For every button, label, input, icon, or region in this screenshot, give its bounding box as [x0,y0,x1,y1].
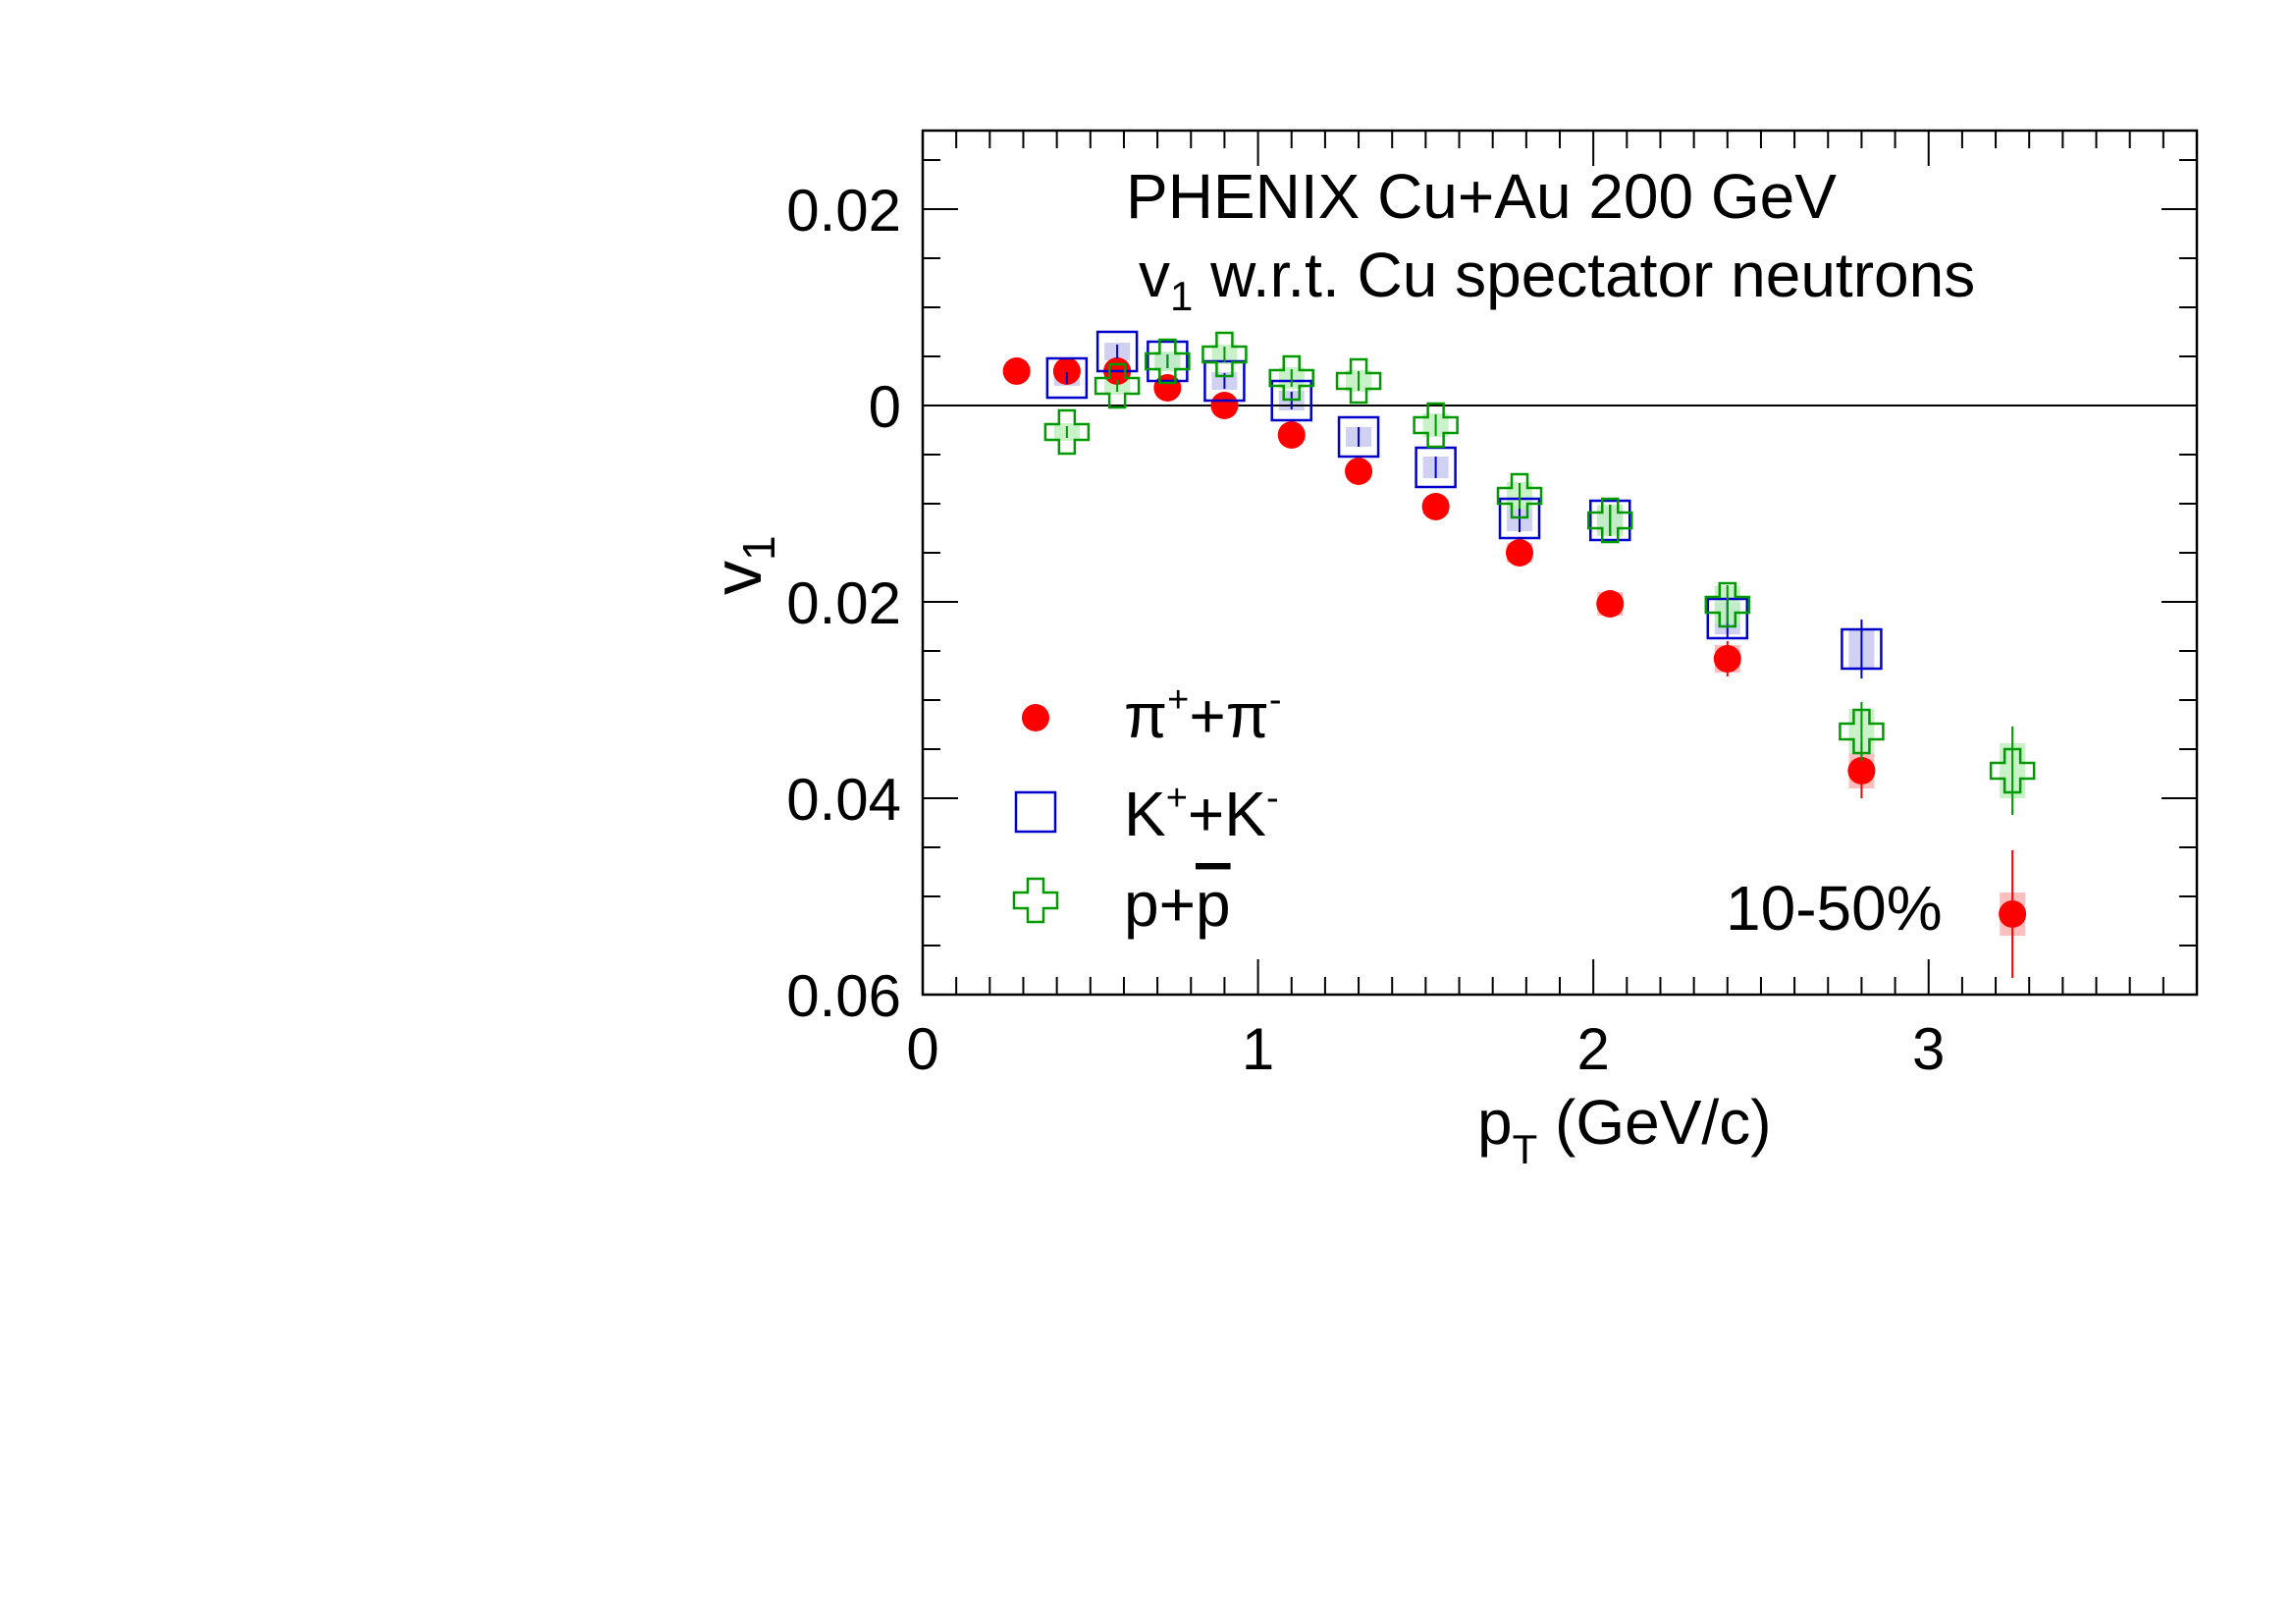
kaon-point [1841,627,1883,671]
x-axis-label: pT (GeV/c) [1477,1087,1772,1172]
pion-point [1713,645,1741,673]
pion-point [1596,590,1625,618]
y-tick-label: 0.04 [786,767,901,833]
pion-point [1999,900,2027,928]
kaon-point [1147,340,1189,383]
pion-point [1345,458,1373,485]
legend-markers [1012,704,1059,924]
kaon-point [1588,499,1631,542]
pion-point [1002,357,1031,385]
chart-title-line2: v1 w.r.t. Cu spectator neutrons [1139,240,1975,319]
y-tick-label: 0 [869,374,901,440]
legend-entry-protons: p+p [1124,869,1231,940]
proton-point [1268,354,1314,402]
legend-entry-pions: π++π- [1124,679,1282,751]
x-tick-label: 2 [1576,1016,1609,1082]
data-points [1002,330,2036,978]
proton-point [1335,357,1382,405]
centrality-label: 10-50% [1726,873,1943,944]
x-tick-label: 1 [1242,1016,1274,1082]
x-tick-label: 0 [906,1016,938,1082]
kaon-point [1337,415,1380,459]
y-axis-label: v1 [699,535,784,595]
legend-entry-kaons: K++K- [1124,778,1279,849]
y-tick-label: 0.02 [786,570,901,636]
y-tick-label: 0.02 [786,178,901,243]
pion-point [1277,421,1306,449]
proton-point [1496,472,1543,519]
proton-point [1989,747,2036,794]
proton-point [1145,338,1191,385]
kaon-point [1045,356,1089,400]
kaon-legend-marker [1014,790,1057,834]
x-tick-label: 3 [1912,1016,1945,1082]
kaon-point [1095,330,1139,373]
pion-legend-marker [1022,704,1049,731]
pion-point [1506,539,1534,567]
chart-title-line1: PHENIX Cu+Au 200 GeV [1126,161,1837,232]
tick-labels: 0 1 2 3 0.06 0.04 0.02 0 0.02 [786,178,1945,1082]
proton-point [1704,581,1751,628]
proton-point [1094,362,1141,409]
plot-frame [921,129,2199,997]
pion-point [1210,392,1239,419]
proton-point [1201,331,1248,378]
proton-point [1839,708,1885,755]
pion-point [1052,357,1081,385]
y-tick-label: 0.06 [786,963,901,1029]
pion-point [1153,374,1182,402]
legend: π++π- K++K- p+p [1012,679,1282,940]
proton-point [1586,497,1633,544]
proton-point [1043,408,1091,456]
pion-point [1421,493,1450,520]
pbar-symbol: p [1196,869,1231,940]
proton-point [1413,402,1459,449]
proton-legend-marker [1012,877,1059,924]
pion-point [1847,757,1876,784]
